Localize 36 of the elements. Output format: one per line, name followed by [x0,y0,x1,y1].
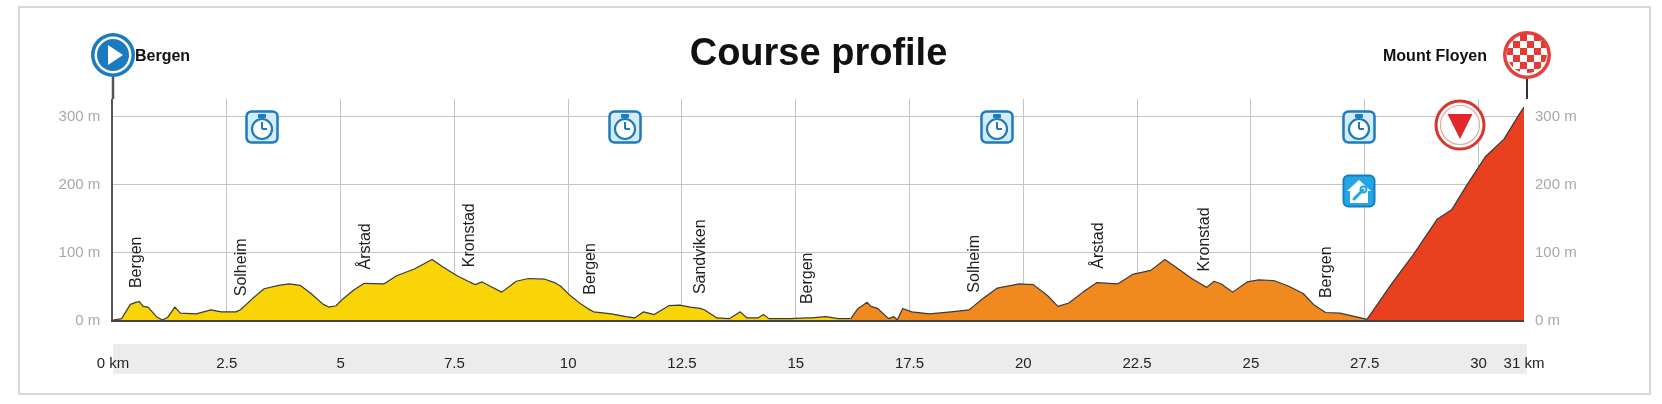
y-tick-label: 100 m [58,243,101,261]
annotation: Årstad [354,223,373,270]
x-tick-label: 20 [1014,353,1032,371]
x-tick-label: 15 [787,353,805,371]
x-tick-label: 25 [1242,353,1260,371]
y-tick-label: 200 m [58,175,101,193]
x-tick-label: 31 km [1503,353,1545,371]
annotation: Bergen [798,252,816,305]
x-tick-label: 10 [559,353,577,371]
y-tick-label: 300 m [58,107,101,125]
annotation: Årstad [1088,222,1107,269]
text: Bergen [135,47,191,64]
x-tick-label: 22.5 [1122,353,1152,371]
y2-tick-label: 200 m [1535,175,1577,193]
annotation: Kronstad [1194,207,1212,272]
annotation: Solheim [231,238,249,297]
y2-tick-label: 100 m [1535,243,1577,261]
annotation: Solheim [964,234,982,293]
x-tick-label: 27.5 [1350,353,1380,371]
annotation: Bergen [1317,246,1335,299]
x-tick-label: 12.5 [667,353,697,371]
annotation: Sandviken [691,219,709,295]
annotation: Kronstad [459,203,477,268]
y2-tick-label: 300 m [1535,107,1577,125]
x-tick-label: 0 km [96,353,130,371]
x-tick-label: 7.5 [443,353,465,371]
annotation: Bergen [127,236,145,289]
y-tick-label: 0 m [75,311,101,329]
x-tick-label: 2.5 [216,353,238,371]
annotation: Bergen [580,243,598,295]
y2-tick-label: 0 m [1535,311,1561,329]
chart-title: Course profile [689,31,948,74]
text: Mount Floyen [1383,47,1487,64]
x-tick-label: 30 [1470,353,1487,371]
x-tick-label: 17.5 [894,353,925,371]
x-tick-label: 5 [336,353,345,371]
